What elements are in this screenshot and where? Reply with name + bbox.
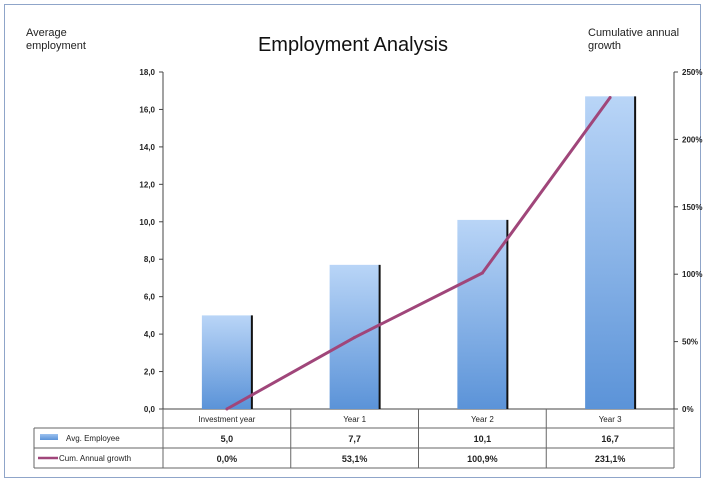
y-right-tick-label: 100%	[682, 270, 702, 279]
legend-label-employee: Avg. Employee	[66, 434, 120, 443]
bar	[585, 96, 636, 409]
table-cell-employee: 7,7	[348, 434, 361, 444]
y-left-tick-label: 8,0	[144, 255, 156, 264]
x-tick-label: Year 2	[471, 415, 494, 424]
chart-title: Employment Analysis	[257, 34, 449, 56]
y-left-tick-label: 2,0	[144, 368, 156, 377]
y-right-tick-label: 0%	[682, 405, 694, 414]
y-axis-right-label: Cumulative annual growth	[588, 27, 680, 52]
y-axis-left-label: Average employment	[26, 27, 86, 52]
y-right-tick-label: 200%	[682, 135, 702, 144]
table-cell-growth: 53,1%	[342, 454, 368, 464]
y-right-tick-label: 150%	[682, 203, 702, 212]
y-left-tick-label: 10,0	[139, 218, 155, 227]
y-left-tick-label: 12,0	[139, 180, 155, 189]
line-point	[608, 95, 612, 99]
table-cell-growth: 0,0%	[217, 454, 238, 464]
legend-label-growth: Cum. Annual growth	[59, 454, 131, 463]
line-point	[480, 271, 484, 275]
y-left-tick-label: 14,0	[139, 143, 155, 152]
line-point	[353, 335, 357, 339]
y-left-tick-label: 4,0	[144, 330, 156, 339]
y-left-tick-label: 6,0	[144, 293, 156, 302]
y-left-tick-label: 18,0	[139, 68, 155, 77]
table-cell-employee: 5,0	[221, 434, 234, 444]
bar	[201, 315, 252, 409]
y-right-tick-label: 50%	[682, 338, 698, 347]
x-tick-label: Investment year	[198, 415, 255, 424]
y-right-tick-label: 250%	[682, 68, 702, 77]
y-left-tick-label: 16,0	[139, 105, 155, 114]
table-cell-growth: 100,9%	[467, 454, 498, 464]
table-cell-growth: 231,1%	[595, 454, 626, 464]
table-cell-employee: 10,1	[474, 434, 492, 444]
line-point	[225, 407, 229, 411]
x-tick-label: Year 3	[599, 415, 622, 424]
x-tick-label: Year 1	[343, 415, 366, 424]
table-cell-employee: 16,7	[601, 434, 619, 444]
growth-line	[226, 96, 612, 411]
legend-key-bar	[40, 434, 58, 440]
y-left-tick-label: 0,0	[144, 405, 156, 414]
